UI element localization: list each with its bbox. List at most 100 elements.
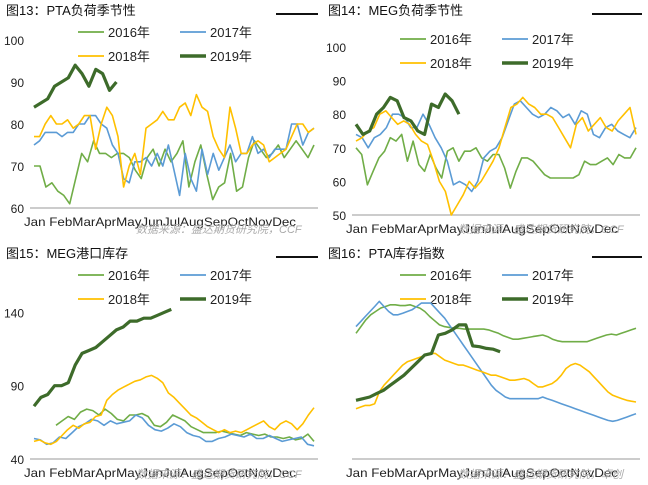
source-note: 数据来源：盛达期货研究院，CCF: [136, 224, 302, 236]
legend-label-s2017: 2017年: [210, 25, 252, 40]
x-tick-label: Jan: [24, 466, 49, 480]
chart-meg-load: 50 60 70 80 90 100 Jan Feb Mar Apr May Jun Jul Aug Se…: [326, 32, 640, 236]
chart-pta-inventory-index: Jan Feb Mar Apr May Jun Jul Aug Sep Oct Nov Dec 201…: [346, 268, 640, 480]
x-tick-label: Mar: [394, 466, 417, 480]
x-tick-label: Feb: [49, 466, 72, 480]
series-line-s2017: [33, 114, 315, 197]
y-tick-label: 100: [4, 34, 24, 48]
series-line-s2018: [34, 93, 315, 188]
legend-label-s2018: 2018年: [108, 292, 150, 307]
legend-label-s2018: 2018年: [430, 56, 472, 71]
x-tick-label: Mar: [72, 466, 95, 480]
x-tick-label: Nov: [248, 466, 272, 480]
panel-meg-load: 图14：MEG负荷季节性 50 60 70 80 90 100 Jan Feb Mar Apr M…: [322, 0, 644, 242]
series-line-s2016: [355, 133, 637, 189]
legend-label-s2019: 2019年: [532, 56, 574, 71]
legend-label-s2017: 2017年: [210, 268, 252, 283]
series-line-s2016: [55, 408, 315, 442]
y-tick-label: 60: [11, 202, 25, 216]
y-tick-label: 90: [11, 76, 25, 90]
source-note: 数据来源：盛达期货研究院，CCF: [136, 469, 302, 481]
x-tick-label: Sep: [526, 222, 550, 236]
x-tick-label: Dec: [272, 215, 296, 229]
x-tick-label: Mar: [72, 215, 95, 229]
x-tick-label: Dec: [272, 466, 296, 480]
x-tick-label: Jan: [24, 215, 49, 229]
series-line-s2017: [355, 300, 637, 423]
y-tick-label: 90: [333, 75, 347, 89]
legend-label-s2018: 2018年: [108, 49, 150, 64]
legend-label-s2019: 2019年: [210, 292, 252, 307]
x-tick-label: Feb: [49, 215, 72, 229]
x-tick-label: Nov: [248, 215, 272, 229]
x-tick-label: Mar: [394, 222, 417, 236]
x-tick-label: Oct: [550, 222, 572, 236]
y-tick-label: 80: [333, 108, 347, 122]
x-tick-label: Jul: [485, 222, 502, 236]
legend-label-s2018: 2018年: [430, 292, 472, 307]
x-tick-label: Aug: [180, 215, 204, 229]
y-tick-label: 90: [11, 380, 25, 394]
panel-pta-inventory-index: 图16：PTA库存指数 Jan Feb Mar Apr May Jun Jul Aug Sep…: [322, 243, 644, 485]
chart-pta-load: 60 70 80 90 100 Jan Feb Mar Apr May Jun Jul Aug Sep O…: [4, 25, 318, 229]
title-rule: [592, 13, 642, 15]
legend-label-s2019: 2019年: [210, 49, 252, 64]
x-tick-label: Jun: [463, 222, 485, 236]
x-tick-label: Aug: [180, 466, 204, 480]
x-tick-label: Feb: [371, 466, 394, 480]
x-tick-labels: Jan Feb Mar Apr May Jun Jul Aug Sep Oct Nov Dec: [346, 222, 618, 236]
x-tick-label: Nov: [570, 466, 594, 480]
panel-title: 图16：PTA库存指数: [328, 246, 445, 261]
series-line-s2018: [33, 374, 315, 446]
x-tick-label: Jan: [346, 466, 371, 480]
x-tick-label: Oct: [550, 466, 572, 480]
x-tick-label: Dec: [594, 222, 618, 236]
legend-label-s2017: 2017年: [532, 268, 574, 283]
legend-label-s2016: 2016年: [430, 268, 472, 283]
legend-label-s2016: 2016年: [108, 25, 150, 40]
x-tick-label: Sep: [204, 466, 228, 480]
source-note: 数据来源：盛达期货研究院，卓创: [458, 469, 623, 481]
source-note: 数据来源：盛达期货研究院，CCF: [458, 224, 624, 236]
title-rule: [276, 13, 318, 15]
x-tick-labels: Jan Feb Mar Apr May Jun Jul Aug Sep Oct Nov Dec: [346, 466, 618, 480]
series-line-s2019: [33, 63, 118, 109]
x-tick-label: Jul: [163, 466, 180, 480]
series-line-s2016: [355, 303, 637, 343]
x-tick-labels: Jan Feb Mar Apr May Jun Jul Aug Sep Oct Nov Dec: [24, 466, 296, 480]
x-tick-label: Jan: [346, 222, 371, 236]
series-line-s2019: [355, 323, 501, 402]
series-line-s2019: [32, 307, 172, 408]
series-line-s2017: [33, 414, 315, 447]
panel-title: 图13：PTA负荷季节性: [6, 3, 136, 18]
series-line-s2019: [354, 92, 461, 137]
y-tick-label: 50: [333, 209, 347, 223]
panel-pta-load: 图13：PTA负荷季节性 60 70 80 90 100 Jan Feb Mar Apr May…: [0, 0, 322, 242]
y-tick-label: 70: [11, 160, 25, 174]
x-tick-label: Jun: [463, 466, 485, 480]
y-tick-label: 40: [11, 453, 25, 467]
y-tick-label: 60: [333, 175, 347, 189]
x-tick-label: Apr: [417, 222, 438, 236]
x-tick-label: Apr: [417, 466, 438, 480]
x-tick-label: Sep: [204, 215, 228, 229]
y-tick-label: 140: [4, 306, 24, 320]
x-tick-label: Apr: [95, 466, 116, 480]
x-tick-label: Sep: [526, 466, 550, 480]
x-tick-label: Feb: [371, 222, 394, 236]
x-tick-label: Jun: [141, 215, 163, 229]
x-tick-label: May: [438, 466, 463, 480]
y-tick-label: 70: [333, 142, 347, 156]
x-tick-label: Dec: [594, 466, 618, 480]
x-tick-label: Jun: [141, 466, 163, 480]
x-tick-labels: Jan Feb Mar Apr May Jun Jul Aug Sep Oct Nov Dec: [24, 215, 296, 229]
chart-meg-port-inventory: 40 90 140 Jan Feb Mar Apr May Jun Jul Aug Sep Oct No…: [4, 268, 318, 480]
series-line-s2018: [355, 96, 637, 216]
x-tick-label: May: [116, 215, 141, 229]
panel-meg-port-inventory: 图15：MEG港口库存 40 90 140 Jan Feb Mar Apr May Jun Ju…: [0, 243, 322, 485]
x-tick-label: Oct: [228, 215, 250, 229]
panel-title: 图14：MEG负荷季节性: [328, 3, 464, 18]
x-tick-label: Nov: [570, 222, 594, 236]
series-line-s2017: [355, 100, 637, 193]
panel-title: 图15：MEG港口库存: [6, 246, 129, 261]
